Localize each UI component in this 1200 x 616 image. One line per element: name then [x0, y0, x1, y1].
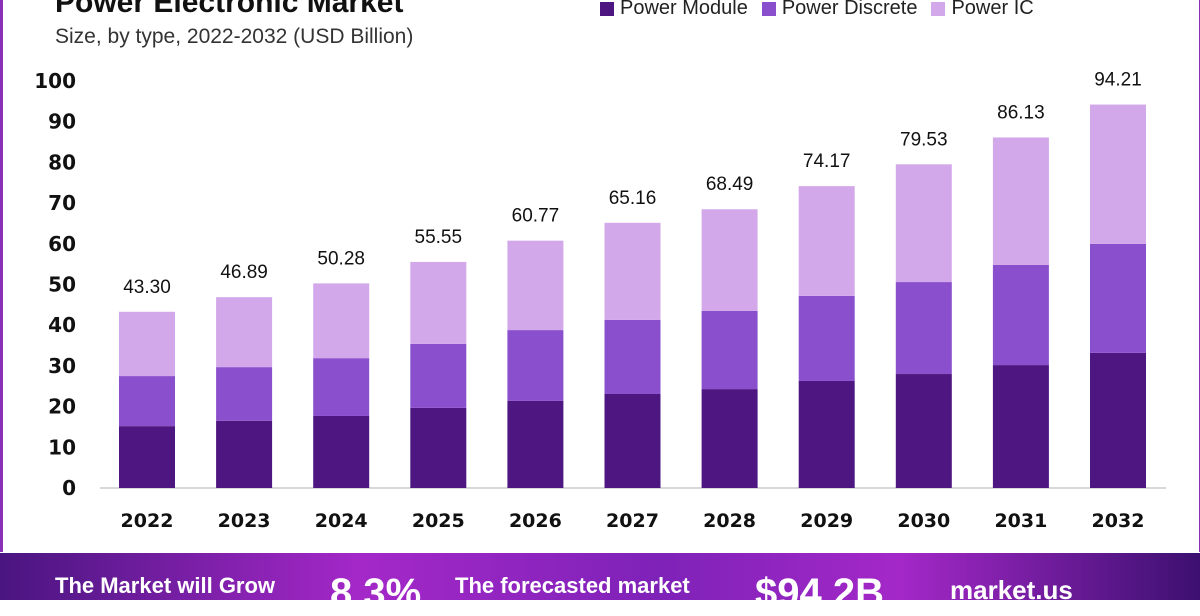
- legend-swatch: [600, 1, 614, 16]
- y-tick-label: 20: [48, 395, 76, 419]
- legend-swatch: [931, 1, 946, 16]
- x-tick-label: 2025: [412, 510, 465, 532]
- legend-label: Power Module: [620, 0, 748, 19]
- bar-chart: 010203040506070809010043.30202246.892023…: [34, 69, 1166, 532]
- bar-segment-power-module: [507, 400, 564, 488]
- y-tick-label: 30: [48, 354, 76, 378]
- total-data-label: 55.55: [415, 227, 463, 248]
- bar-segment-power-module: [313, 415, 370, 488]
- total-data-label: 94.21: [1094, 70, 1142, 91]
- bar-segment-power-module: [216, 420, 273, 488]
- bar-segment-power-discrete: [798, 295, 855, 381]
- bar-segment-power-module: [1090, 352, 1146, 488]
- x-tick-label: 2026: [509, 510, 562, 532]
- y-tick-label: 50: [48, 273, 76, 297]
- bar-segment-power-discrete: [1090, 243, 1146, 353]
- bar-segment-power-ic: [604, 222, 661, 320]
- x-tick-label: 2029: [800, 510, 853, 532]
- y-tick-label: 10: [48, 435, 76, 459]
- bar-segment-power-ic: [895, 164, 952, 283]
- bar-segment-power-module: [410, 407, 467, 488]
- bar-segment-power-discrete: [313, 358, 370, 416]
- bar-segment-power-discrete: [604, 319, 661, 394]
- chart-subtitle: Size, by type, 2022-2032 (USD Billion): [55, 25, 414, 48]
- legend-label: Power IC: [951, 0, 1034, 19]
- chart-title: Power Electronic Market: [55, 0, 404, 19]
- bar-segment-power-ic: [410, 261, 467, 344]
- y-tick-label: 100: [34, 69, 76, 93]
- bar-segment-power-module: [895, 374, 952, 488]
- y-tick-label: 40: [48, 313, 76, 337]
- bar-segment-power-discrete: [507, 330, 564, 401]
- legend-item-power-ic: Power IC: [931, 0, 1034, 20]
- bar-segment-power-module: [701, 389, 758, 488]
- bar-segment-power-discrete: [895, 282, 952, 375]
- total-data-label: 46.89: [220, 262, 268, 283]
- bar-segment-power-module: [119, 426, 175, 488]
- x-tick-label: 2032: [1092, 510, 1145, 532]
- bar-segment-power-ic: [507, 240, 564, 331]
- total-data-label: 74.17: [803, 151, 851, 172]
- x-tick-label: 2023: [218, 510, 271, 532]
- total-data-label: 50.28: [317, 248, 365, 269]
- y-tick-label: 0: [62, 476, 76, 500]
- bar-segment-power-module: [992, 365, 1049, 488]
- legend-item-power-module: Power Module: [600, 0, 748, 20]
- bar-segment-power-ic: [1090, 104, 1146, 244]
- x-tick-label: 2024: [315, 510, 368, 532]
- total-data-label: 79.53: [900, 129, 948, 150]
- total-data-label: 68.49: [706, 174, 754, 195]
- bar-segment-power-discrete: [701, 310, 758, 390]
- x-tick-label: 2030: [897, 510, 950, 532]
- banner-cagr: 8.3%: [330, 571, 422, 615]
- y-tick-label: 60: [48, 232, 76, 256]
- legend: Power Module Power Discrete Power IC: [600, 0, 1034, 20]
- total-data-label: 43.30: [123, 277, 171, 298]
- legend-swatch: [761, 1, 776, 16]
- y-tick-label: 80: [48, 150, 76, 174]
- banner-forecast-label: The forecasted market: [455, 573, 690, 598]
- brand-logo: market.us: [950, 575, 1073, 605]
- banner-grow-label: The Market will Grow: [55, 573, 276, 598]
- y-tick-label: 70: [48, 191, 76, 215]
- bar-segment-power-ic: [313, 283, 370, 359]
- total-data-label: 86.13: [997, 102, 1045, 123]
- x-tick-label: 2028: [703, 510, 756, 532]
- bar-segment-power-ic: [216, 297, 273, 368]
- bar-segment-power-module: [798, 380, 855, 488]
- summary-banner: The Market will Grow 8.3% The forecasted…: [0, 553, 1200, 615]
- x-tick-label: 2031: [994, 510, 1047, 532]
- bar-segment-power-ic: [119, 311, 175, 377]
- total-data-label: 65.16: [609, 188, 657, 209]
- bar-segment-power-ic: [798, 186, 855, 296]
- x-tick-label: 2022: [121, 510, 174, 532]
- banner-forecast-value: $94.2B: [755, 571, 884, 615]
- bar-segment-power-discrete: [119, 376, 175, 427]
- total-data-label: 60.77: [512, 206, 560, 227]
- legend-item-power-discrete: Power Discrete: [761, 0, 918, 20]
- bar-segment-power-module: [604, 393, 661, 488]
- y-tick-label: 90: [48, 110, 76, 134]
- x-tick-label: 2027: [606, 510, 659, 532]
- bar-segment-power-discrete: [216, 367, 273, 421]
- bar-segment-power-ic: [701, 209, 758, 311]
- legend-label: Power Discrete: [781, 0, 918, 19]
- bar-segment-power-discrete: [410, 343, 467, 408]
- bar-segment-power-ic: [992, 137, 1049, 265]
- bar-segment-power-discrete: [992, 264, 1049, 366]
